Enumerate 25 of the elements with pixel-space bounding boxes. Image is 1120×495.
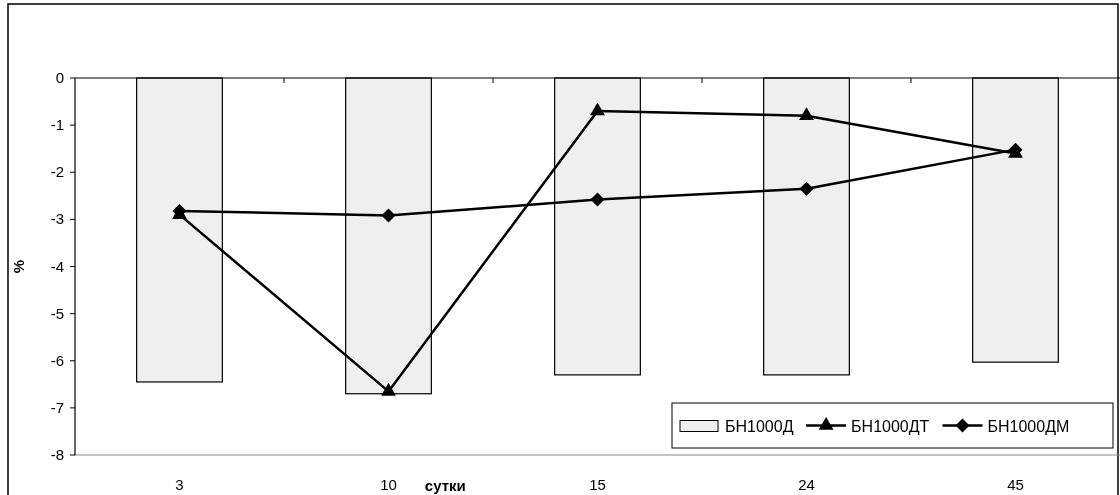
point [590,192,605,207]
point [799,107,814,120]
y-axis-title: % [10,259,27,274]
y-tick-label: -2 [50,163,64,181]
point [799,181,814,196]
x-tick-label: 3 [175,476,184,493]
x-axis-title: сутки [424,477,466,494]
y-tick-label: -8 [50,446,64,463]
x-tick-label: 45 [1007,476,1024,493]
y-tick-label: -3 [50,210,64,228]
point [381,208,396,223]
y-tick-label: -1 [50,116,64,134]
legend-label: БН1000ДМ [987,417,1070,435]
x-tick-label: 15 [589,476,606,493]
legend-label: БН1000Д [725,417,794,435]
y-tick-label: -6 [50,351,64,369]
point [381,382,396,396]
legend-label: БН1000ДТ [851,417,930,435]
x-tick-label: 24 [798,476,815,493]
y-tick-label: 0 [55,69,64,86]
y-tick-label: -5 [50,304,64,322]
y-tick-label: -7 [50,398,64,416]
y-tick-label: -4 [50,257,64,275]
x-tick-label: 10 [380,476,397,493]
point [590,102,605,116]
